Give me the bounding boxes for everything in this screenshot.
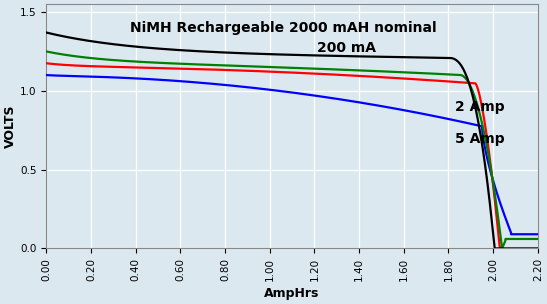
Text: 2 Amp: 2 Amp bbox=[455, 100, 505, 114]
Text: 5 Amp: 5 Amp bbox=[455, 132, 505, 146]
X-axis label: AmpHrs: AmpHrs bbox=[264, 287, 320, 300]
Text: 200 mA: 200 mA bbox=[317, 41, 376, 55]
Y-axis label: VOLTS: VOLTS bbox=[4, 105, 17, 148]
Text: NiMH Rechargeable 2000 mAH nominal: NiMH Rechargeable 2000 mAH nominal bbox=[130, 21, 437, 35]
